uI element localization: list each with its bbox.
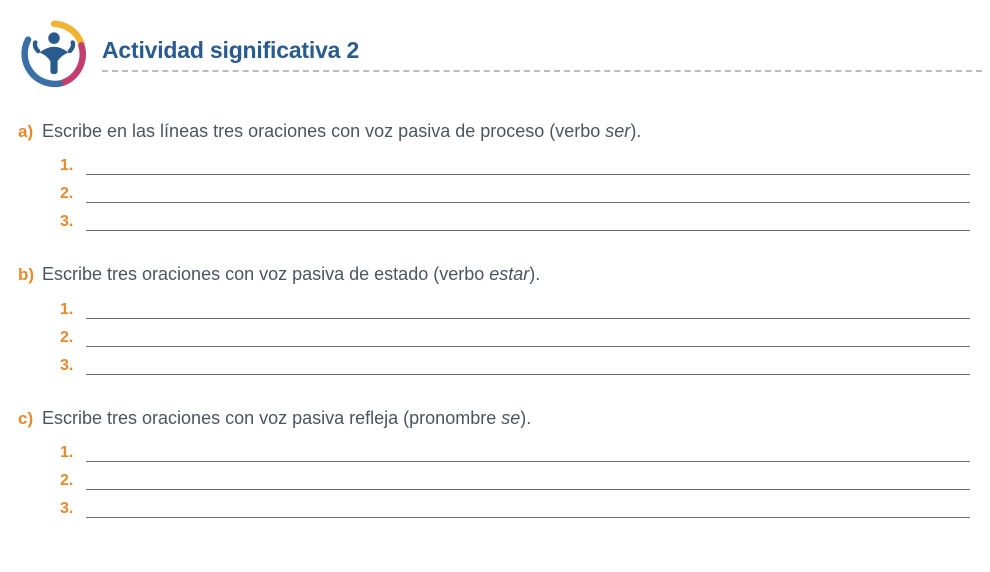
answer-number: 1. — [60, 157, 86, 175]
question-text-post: ). — [630, 121, 641, 141]
question-row: c) Escribe tres oraciones con voz pasiva… — [18, 407, 990, 430]
question-text-pre: Escribe tres oraciones con voz pasiva re… — [42, 408, 501, 428]
answer-line[interactable] — [86, 444, 970, 462]
answer-number: 3. — [60, 357, 86, 375]
answer-lines: 1. 2. 3. — [60, 157, 990, 231]
question-text-italic: ser — [605, 121, 630, 141]
answer-line[interactable] — [86, 213, 970, 231]
dashed-divider — [102, 70, 982, 72]
answer-row: 2. — [60, 329, 990, 347]
question-text-pre: Escribe en las líneas tres oraciones con… — [42, 121, 605, 141]
answer-number: 2. — [60, 329, 86, 347]
answer-number: 1. — [60, 301, 86, 319]
answer-line[interactable] — [86, 185, 970, 203]
answer-number: 2. — [60, 185, 86, 203]
activity-header: Actividad significativa 2 — [18, 18, 990, 90]
answer-row: 3. — [60, 213, 990, 231]
answer-row: 1. — [60, 157, 990, 175]
activity-title: Actividad significativa 2 — [102, 37, 990, 64]
question-text: Escribe tres oraciones con voz pasiva de… — [42, 263, 540, 286]
question-a: a) Escribe en las líneas tres oraciones … — [18, 120, 990, 231]
question-text-post: ). — [529, 264, 540, 284]
question-b: b) Escribe tres oraciones con voz pasiva… — [18, 263, 990, 374]
answer-row: 1. — [60, 301, 990, 319]
answer-number: 3. — [60, 500, 86, 518]
answer-lines: 1. 2. 3. — [60, 444, 990, 518]
answer-row: 1. — [60, 444, 990, 462]
answer-line[interactable] — [86, 157, 970, 175]
answer-lines: 1. 2. 3. — [60, 301, 990, 375]
answer-row: 2. — [60, 472, 990, 490]
question-letter: c) — [18, 409, 42, 429]
question-text: Escribe en las líneas tres oraciones con… — [42, 120, 641, 143]
question-text-italic: se — [501, 408, 520, 428]
question-text-pre: Escribe tres oraciones con voz pasiva de… — [42, 264, 489, 284]
question-text-italic: estar — [489, 264, 529, 284]
answer-line[interactable] — [86, 329, 970, 347]
answer-row: 3. — [60, 357, 990, 375]
answer-number: 1. — [60, 444, 86, 462]
answer-line[interactable] — [86, 500, 970, 518]
question-c: c) Escribe tres oraciones con voz pasiva… — [18, 407, 990, 518]
activity-logo — [18, 18, 90, 90]
question-letter: a) — [18, 122, 42, 142]
answer-row: 2. — [60, 185, 990, 203]
question-row: a) Escribe en las líneas tres oraciones … — [18, 120, 990, 143]
answer-number: 3. — [60, 213, 86, 231]
title-wrap: Actividad significativa 2 — [102, 37, 990, 72]
question-text-post: ). — [520, 408, 531, 428]
answer-line[interactable] — [86, 472, 970, 490]
answer-line[interactable] — [86, 301, 970, 319]
question-row: b) Escribe tres oraciones con voz pasiva… — [18, 263, 990, 286]
question-text: Escribe tres oraciones con voz pasiva re… — [42, 407, 531, 430]
questions-container: a) Escribe en las líneas tres oraciones … — [18, 120, 990, 518]
answer-line[interactable] — [86, 357, 970, 375]
question-letter: b) — [18, 265, 42, 285]
answer-number: 2. — [60, 472, 86, 490]
answer-row: 3. — [60, 500, 990, 518]
